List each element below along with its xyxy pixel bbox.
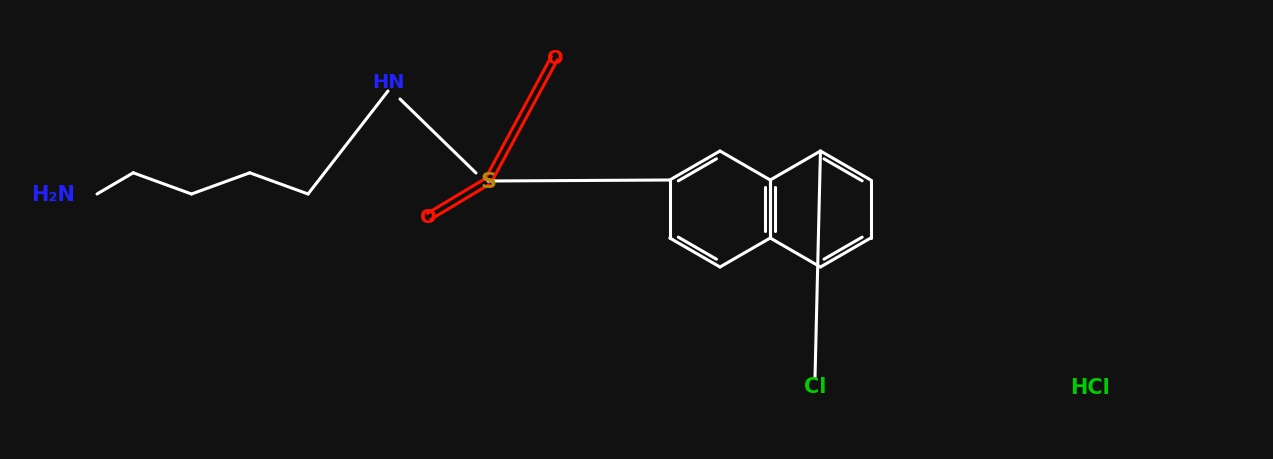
Text: S: S (480, 172, 496, 191)
Text: O: O (546, 48, 564, 67)
Text: O: O (420, 208, 437, 227)
Text: HN: HN (372, 73, 405, 92)
Text: H₂N: H₂N (31, 185, 75, 205)
Text: Cl: Cl (803, 376, 826, 396)
Text: HCl: HCl (1071, 377, 1110, 397)
